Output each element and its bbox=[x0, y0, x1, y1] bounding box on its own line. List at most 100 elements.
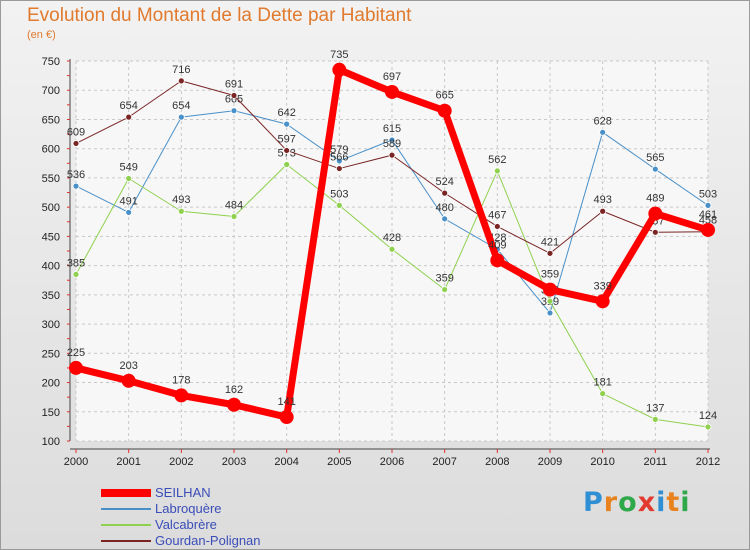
data-label-gourdan-polignan: 654 bbox=[119, 100, 137, 112]
data-point-gourdan-polignan bbox=[177, 77, 185, 85]
data-label-labroquere: 536 bbox=[67, 169, 85, 181]
data-point-gourdan-polignan bbox=[125, 113, 133, 121]
legend-swatch-gourdan-polignan bbox=[101, 540, 151, 542]
data-point-gourdan-polignan bbox=[441, 189, 449, 197]
data-label-seilhan: 339 bbox=[593, 280, 611, 292]
x-tick-label: 2000 bbox=[64, 456, 88, 468]
data-point-gourdan-polignan bbox=[230, 92, 238, 99]
data-label-seilhan: 697 bbox=[383, 71, 401, 83]
y-tick-label: 300 bbox=[42, 319, 60, 331]
data-label-gourdan-polignan: 566 bbox=[330, 152, 348, 164]
data-point-valcabrere bbox=[441, 286, 449, 293]
y-tick-label: 650 bbox=[42, 114, 60, 126]
data-point-valcabrere bbox=[335, 201, 343, 209]
data-label-labroquere: 615 bbox=[383, 123, 401, 135]
data-point-labroquere bbox=[72, 182, 80, 190]
data-label-valcabrere: 562 bbox=[488, 154, 506, 166]
data-point-seilhan bbox=[332, 62, 347, 77]
data-point-valcabrere bbox=[599, 390, 607, 398]
x-tick-label: 2001 bbox=[116, 456, 140, 468]
data-label-labroquere: 480 bbox=[435, 202, 453, 214]
data-label-gourdan-polignan: 716 bbox=[172, 64, 190, 76]
data-label-seilhan: 489 bbox=[646, 193, 664, 205]
x-tick-label: 2007 bbox=[432, 456, 456, 468]
data-point-labroquere bbox=[335, 157, 343, 165]
y-tick-label: 700 bbox=[42, 85, 60, 97]
data-point-valcabrere bbox=[493, 167, 501, 175]
data-point-labroquere bbox=[441, 215, 449, 223]
data-point-seilhan bbox=[174, 388, 189, 403]
data-label-seilhan: 409 bbox=[488, 239, 506, 251]
data-point-valcabrere bbox=[704, 423, 712, 431]
data-label-gourdan-polignan: 691 bbox=[225, 78, 243, 90]
data-label-gourdan-polignan: 589 bbox=[383, 138, 401, 150]
y-tick-label: 200 bbox=[42, 378, 60, 390]
legend-label-seilhan: SEILHAN bbox=[155, 485, 211, 500]
data-label-valcabrere: 359 bbox=[435, 273, 453, 285]
data-point-gourdan-polignan bbox=[493, 223, 501, 230]
data-point-labroquere bbox=[177, 113, 185, 121]
data-point-gourdan-polignan bbox=[72, 140, 80, 147]
data-point-labroquere bbox=[283, 120, 291, 128]
x-tick-label: 2008 bbox=[485, 456, 509, 468]
data-point-gourdan-polignan bbox=[388, 151, 396, 159]
data-label-valcabrere: 428 bbox=[383, 232, 401, 244]
data-point-seilhan bbox=[121, 373, 136, 388]
data-point-seilhan bbox=[279, 410, 294, 425]
data-label-seilhan: 225 bbox=[67, 347, 85, 359]
data-label-labroquere: 654 bbox=[172, 100, 190, 112]
data-point-seilhan bbox=[648, 206, 663, 221]
data-point-seilhan bbox=[490, 253, 505, 268]
data-label-seilhan: 162 bbox=[225, 384, 243, 396]
data-label-valcabrere: 124 bbox=[699, 410, 717, 422]
x-tick-label: 2002 bbox=[169, 456, 193, 468]
data-point-valcabrere bbox=[125, 175, 133, 182]
data-label-valcabrere: 181 bbox=[593, 377, 611, 389]
data-label-gourdan-polignan: 467 bbox=[488, 209, 506, 221]
data-point-valcabrere bbox=[283, 161, 291, 168]
data-label-gourdan-polignan: 597 bbox=[277, 133, 295, 145]
data-label-labroquere: 628 bbox=[593, 115, 611, 127]
data-label-seilhan: 141 bbox=[277, 396, 295, 408]
data-point-seilhan bbox=[437, 103, 452, 118]
data-point-labroquere bbox=[546, 309, 554, 317]
data-label-labroquere: 491 bbox=[119, 195, 137, 207]
data-label-valcabrere: 549 bbox=[119, 162, 137, 174]
legend-label-valcabrere: Valcabrère bbox=[155, 517, 217, 532]
data-label-labroquere: 565 bbox=[646, 152, 664, 164]
x-tick-label: 2005 bbox=[327, 456, 351, 468]
legend-swatch-valcabrere bbox=[101, 524, 151, 526]
data-label-gourdan-polignan: 458 bbox=[699, 215, 717, 227]
x-tick-label: 2010 bbox=[590, 456, 614, 468]
data-point-labroquere bbox=[230, 107, 238, 115]
y-tick-label: 100 bbox=[42, 436, 60, 448]
data-label-labroquere: 503 bbox=[699, 188, 717, 200]
data-label-labroquere: 579 bbox=[330, 144, 348, 156]
y-tick-label: 350 bbox=[42, 290, 60, 302]
y-tick-label: 150 bbox=[42, 407, 60, 419]
data-point-valcabrere bbox=[546, 297, 554, 305]
legend-label-labroquere: Labroquère bbox=[155, 501, 222, 516]
y-tick-label: 250 bbox=[42, 348, 60, 360]
data-label-seilhan: 203 bbox=[119, 360, 137, 372]
data-point-gourdan-polignan bbox=[546, 249, 554, 257]
x-tick-label: 2004 bbox=[274, 456, 298, 468]
data-label-gourdan-polignan: 493 bbox=[593, 194, 611, 206]
x-tick-label: 2009 bbox=[538, 456, 562, 468]
data-label-gourdan-polignan: 421 bbox=[541, 236, 559, 248]
data-point-labroquere bbox=[125, 209, 133, 216]
data-point-seilhan bbox=[701, 222, 715, 237]
data-label-seilhan: 461 bbox=[699, 209, 717, 221]
data-point-gourdan-polignan bbox=[599, 207, 607, 215]
data-point-seilhan bbox=[595, 294, 610, 309]
data-label-valcabrere: 385 bbox=[67, 257, 85, 269]
data-point-labroquere bbox=[651, 165, 659, 173]
chart-subtitle: (en €) bbox=[27, 29, 56, 41]
data-point-seilhan bbox=[543, 282, 557, 297]
data-label-gourdan-polignan: 609 bbox=[67, 126, 85, 138]
legend-swatch-labroquere bbox=[101, 508, 151, 510]
data-label-seilhan: 178 bbox=[172, 374, 190, 386]
data-label-labroquere: 665 bbox=[225, 94, 243, 106]
